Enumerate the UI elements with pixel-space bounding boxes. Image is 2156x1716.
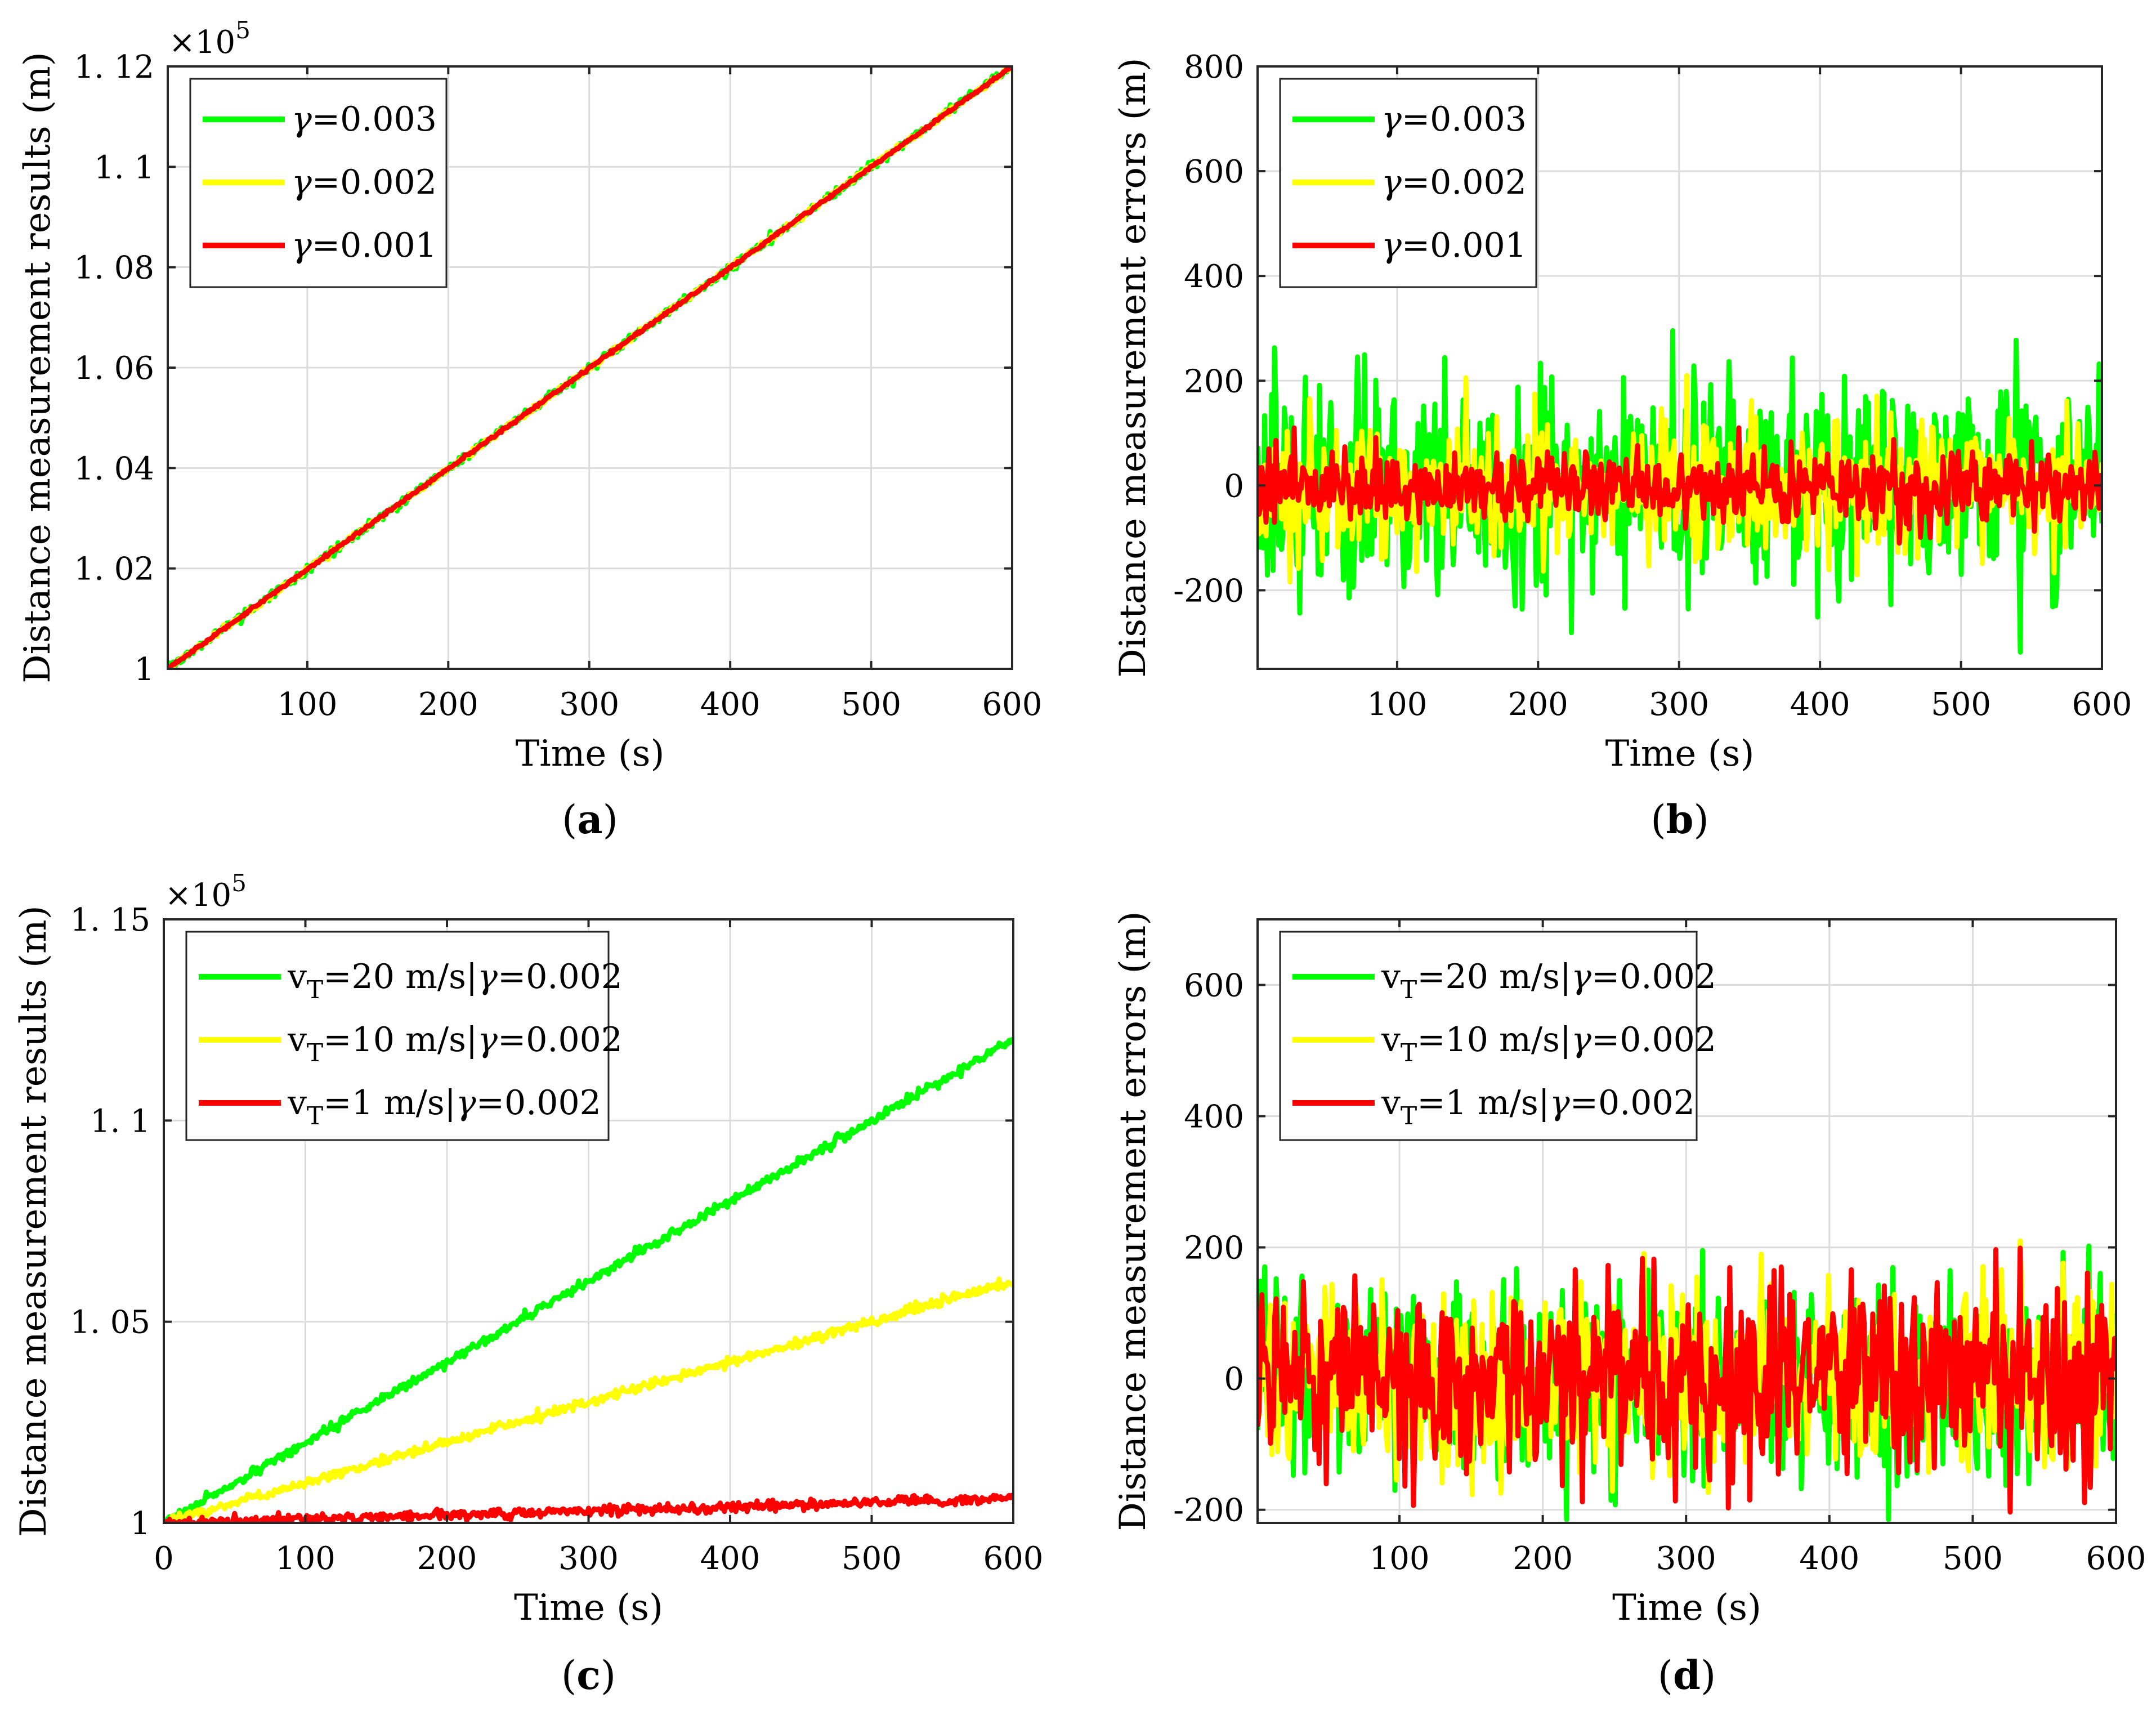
legend-entry-1: vT=20 m/s|γ=0.002 [1381, 957, 1716, 1004]
x-tick-label: 400 [700, 1540, 761, 1577]
y-tick-label: 1. 12 [74, 49, 155, 86]
y-tick-label: -200 [1173, 573, 1244, 609]
y-multiplier: ×105 [165, 869, 247, 914]
y-tick-label: 200 [1184, 1230, 1244, 1267]
x-tick-label: 400 [1799, 1540, 1859, 1577]
y-axis-label: Distance measurement errors (m) [1112, 58, 1154, 678]
y-tick-label: 1 [134, 651, 154, 688]
y-multiplier: ×105 [169, 16, 251, 61]
x-tick-label: 300 [558, 1540, 619, 1577]
panel-caption: (b) [1650, 796, 1709, 843]
x-tick-label: 100 [277, 686, 337, 723]
y-tick-label: 0 [1224, 468, 1244, 504]
x-tick-label: 500 [842, 1540, 902, 1577]
panel-caption: (c) [561, 1652, 616, 1699]
y-axis-label: Distance measurement errors (m) [1112, 911, 1154, 1531]
y-tick-label: 0 [1224, 1361, 1244, 1398]
panel-caption: (a) [562, 796, 618, 843]
x-tick-label: 100 [275, 1540, 336, 1577]
y-tick-label: 1. 08 [74, 250, 155, 287]
legend: vT=20 m/s|γ=0.002 vT=10 m/s|γ=0.002 vT=1 m… [1279, 931, 1716, 1141]
series-line-3 [168, 66, 1012, 669]
x-axis-label: Time (s) [1605, 733, 1755, 775]
x-tick-label: 500 [841, 686, 901, 723]
x-tick-label: 500 [1943, 1540, 2003, 1577]
x-tick-label: 300 [1656, 1540, 1716, 1577]
x-tick-label: 300 [1649, 686, 1709, 723]
legend-entry-3: vT=1 m/s|γ=0.002 [287, 1083, 601, 1130]
x-tick-label: 600 [2086, 1540, 2146, 1577]
x-tick-label: 200 [417, 1540, 477, 1577]
x-tick-label: 200 [1508, 686, 1568, 723]
y-tick-label: 400 [1184, 1099, 1244, 1136]
legend-entry-1: γ=0.003 [292, 100, 437, 139]
legend-entry-3: vT=1 m/s|γ=0.002 [1381, 1083, 1695, 1130]
series-line-3 [1258, 1245, 2116, 1515]
x-tick-label: 600 [982, 686, 1043, 723]
panel-a: 100 200 300 400 500 600 1 1. 02 1. 04 1. 06 1. 08 1… [17, 16, 1042, 843]
legend-entry-2: vT=10 m/s|γ=0.002 [1381, 1020, 1716, 1067]
x-axis-label: Time (s) [516, 733, 665, 775]
legend-entry-1: γ=0.003 [1381, 100, 1527, 139]
y-tick-label: 600 [1184, 154, 1244, 190]
y-tick-label: 1. 02 [74, 551, 155, 588]
panel-caption: (d) [1658, 1652, 1716, 1699]
legend-entry-1: vT=20 m/s|γ=0.002 [287, 957, 623, 1004]
x-tick-label: 300 [559, 686, 619, 723]
y-tick-label: 1. 04 [74, 450, 155, 487]
x-tick-label: 0 [154, 1540, 174, 1577]
x-tick-label: 100 [1367, 686, 1427, 723]
legend-entry-2: γ=0.002 [292, 163, 437, 202]
x-tick-label: 500 [1931, 686, 1991, 723]
legend-entry-2: vT=10 m/s|γ=0.002 [287, 1020, 623, 1067]
y-tick-label: 800 [1184, 49, 1244, 86]
x-tick-label: 100 [1370, 1540, 1430, 1577]
y-tick-label: 1. 1 [90, 1103, 150, 1139]
y-tick-label: 1 [130, 1505, 150, 1542]
legend-entry-3: γ=0.001 [1381, 226, 1527, 265]
y-tick-label: 1. 1 [94, 149, 154, 186]
legend-entry-2: γ=0.002 [1381, 163, 1527, 202]
x-tick-label: 400 [1790, 686, 1850, 723]
panel-d: 100 200 300 400 500 600 -200 0 200 400 600 Time (s)… [1112, 911, 2146, 1699]
series-group [1258, 328, 2102, 655]
legend-entry-3: γ=0.001 [292, 226, 437, 265]
y-tick-label: 200 [1184, 363, 1244, 400]
x-tick-label: 200 [1513, 1540, 1573, 1577]
y-tick-label: 1. 05 [70, 1304, 151, 1341]
y-axis-label: Distance measurement results (m) [17, 52, 59, 683]
x-tick-label: 400 [700, 686, 761, 723]
x-tick-label: 600 [2072, 686, 2132, 723]
series-line-2 [164, 1276, 1013, 1523]
y-tick-label: 600 [1184, 968, 1244, 1004]
y-axis-label: Distance measurement results (m) [13, 905, 55, 1536]
x-axis-label: Time (s) [1612, 1587, 1761, 1629]
legend: γ=0.003 γ=0.002 γ=0.001 [1279, 78, 1537, 288]
x-tick-label: 200 [418, 686, 478, 723]
series-line-1 [164, 1037, 1013, 1523]
x-tick-label: 600 [983, 1540, 1044, 1577]
legend: γ=0.003 γ=0.002 γ=0.001 [189, 78, 448, 288]
x-axis-label: Time (s) [514, 1587, 663, 1629]
y-tick-label: 1. 06 [74, 350, 155, 387]
series-group [1258, 1238, 2116, 1522]
y-tick-label: 400 [1184, 258, 1244, 295]
panel-c: 0 100 200 300 400 500 600 1 1. 05 1. 1 1. 15 ×105 Ti… [13, 869, 1043, 1699]
panel-b: 100 200 300 400 500 600 -200 0 200 400 600 800 Time … [1112, 49, 2132, 843]
legend: vT=20 m/s|γ=0.002 vT=10 m/s|γ=0.002 vT=1 m… [185, 931, 623, 1141]
series-line-3 [1258, 425, 2102, 546]
y-tick-label: -200 [1173, 1492, 1244, 1529]
y-tick-label: 1. 15 [70, 902, 151, 939]
series-group [168, 66, 1012, 669]
